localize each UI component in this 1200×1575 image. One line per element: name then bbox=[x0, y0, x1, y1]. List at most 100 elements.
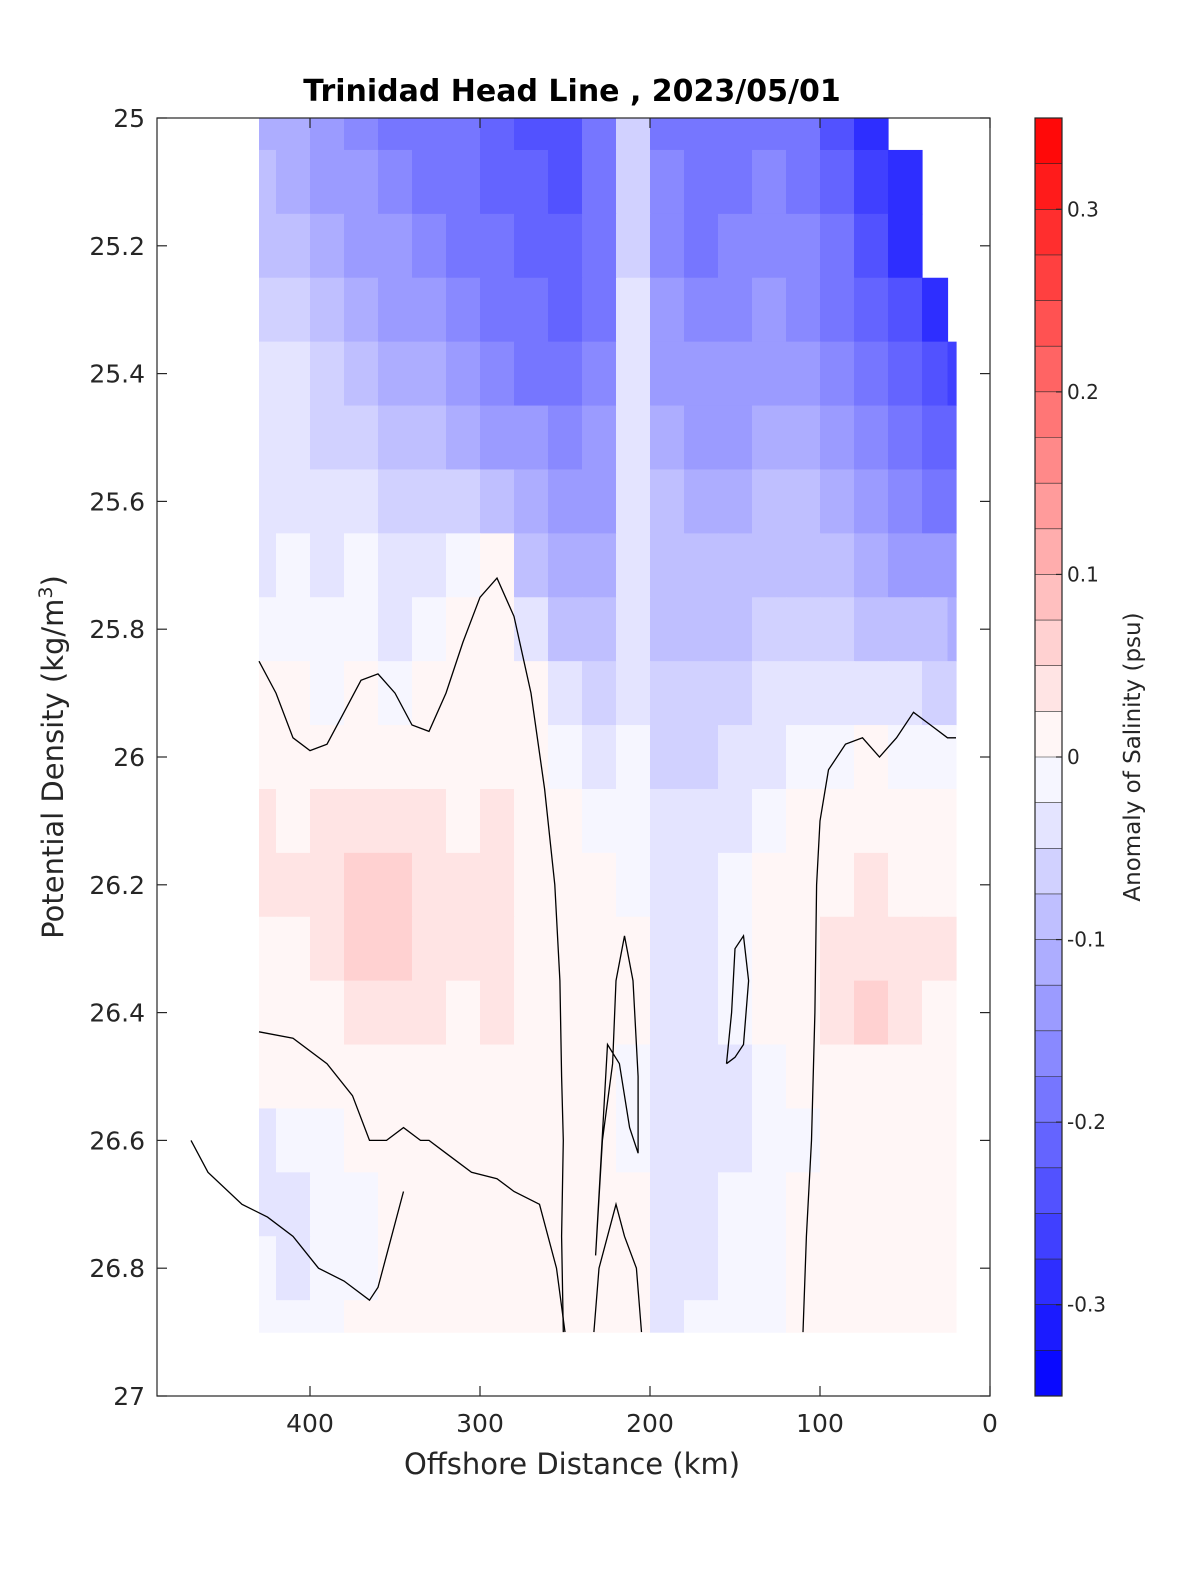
colorbar-band bbox=[1035, 1076, 1062, 1123]
heatmap-cell bbox=[616, 1236, 651, 1301]
heatmap-cell bbox=[412, 1172, 447, 1237]
heatmap-cell bbox=[259, 1172, 277, 1237]
colorbar-band bbox=[1035, 1350, 1062, 1396]
heatmap-cell bbox=[752, 661, 787, 726]
heatmap-cell bbox=[446, 149, 481, 215]
heatmap-cell bbox=[854, 1236, 889, 1301]
heatmap-cell bbox=[650, 277, 685, 343]
heatmap-cell bbox=[259, 1236, 277, 1301]
heatmap-cell bbox=[752, 341, 787, 407]
heatmap-cell bbox=[259, 661, 277, 726]
heatmap-cell bbox=[276, 533, 311, 598]
colorbar-band bbox=[1035, 300, 1062, 347]
heatmap-cell bbox=[888, 405, 923, 471]
heatmap-cell bbox=[446, 597, 481, 662]
heatmap-cell bbox=[684, 533, 719, 598]
heatmap-cell bbox=[310, 277, 345, 343]
heatmap-cell bbox=[718, 1172, 753, 1237]
heatmap-cell bbox=[752, 213, 787, 279]
heatmap-cell bbox=[259, 916, 277, 982]
heatmap-cell bbox=[344, 725, 379, 790]
heatmap-cell bbox=[888, 788, 923, 854]
heatmap-cell bbox=[378, 980, 413, 1046]
heatmap-cell bbox=[854, 980, 889, 1046]
heatmap-cell bbox=[276, 1044, 311, 1110]
heatmap-cell bbox=[548, 661, 583, 726]
colorbar-band bbox=[1035, 574, 1062, 621]
heatmap-cell bbox=[378, 597, 413, 662]
y-tick-label: 25.8 bbox=[89, 615, 145, 644]
heatmap-cell bbox=[854, 149, 889, 215]
x-axis: 400 300 200 100 0 bbox=[286, 118, 998, 1438]
heatmap-cell bbox=[786, 277, 821, 343]
heatmap-cell bbox=[650, 725, 685, 790]
heatmap-cell bbox=[786, 405, 821, 471]
heatmap-cell bbox=[718, 1300, 753, 1333]
heatmap-cell bbox=[582, 118, 617, 151]
heatmap-cell bbox=[446, 1172, 481, 1237]
heatmap-cell bbox=[820, 1300, 855, 1333]
heatmap-cell bbox=[786, 725, 821, 790]
heatmap-cell bbox=[514, 118, 549, 151]
heatmap-cell bbox=[947, 341, 957, 407]
heatmap-cell bbox=[344, 1172, 379, 1237]
heatmap-cell bbox=[310, 916, 345, 982]
heatmap-cell bbox=[480, 1172, 515, 1237]
heatmap-cell bbox=[820, 661, 855, 726]
heatmap-cell bbox=[276, 341, 311, 407]
heatmap-cell bbox=[718, 980, 753, 1046]
heatmap-cell bbox=[446, 118, 481, 151]
heatmap-cell bbox=[514, 213, 549, 279]
y-axis-label-close: ) bbox=[36, 575, 70, 586]
heatmap-cell bbox=[446, 213, 481, 279]
y-tick-label: 26 bbox=[113, 743, 145, 772]
heatmap-cell bbox=[854, 788, 889, 854]
heatmap-cell bbox=[820, 213, 855, 279]
x-tick-label: 0 bbox=[982, 1409, 998, 1438]
heatmap-cell bbox=[344, 916, 379, 982]
heatmap-cell bbox=[310, 469, 345, 534]
heatmap-cell bbox=[480, 533, 515, 598]
heatmap-cell bbox=[259, 852, 277, 918]
heatmap-cell bbox=[684, 597, 719, 662]
heatmap-cell bbox=[378, 405, 413, 471]
heatmap-cell bbox=[259, 533, 277, 598]
heatmap-cell bbox=[446, 661, 481, 726]
heatmap-cell bbox=[786, 1044, 821, 1110]
heatmap-cell bbox=[446, 725, 481, 790]
y-tick-label: 26.2 bbox=[89, 871, 145, 900]
y-tick-label: 25 bbox=[113, 104, 145, 133]
heatmap-cell bbox=[888, 469, 923, 534]
heatmap-cell bbox=[378, 1172, 413, 1237]
heatmap-cell bbox=[820, 149, 855, 215]
heatmap-cell bbox=[310, 661, 345, 726]
heatmap-cell bbox=[684, 1044, 719, 1110]
heatmap-cell bbox=[947, 1236, 957, 1301]
heatmap-cell bbox=[718, 852, 753, 918]
heatmap-cell bbox=[310, 213, 345, 279]
heatmap-cell bbox=[888, 1300, 923, 1333]
heatmap-cell bbox=[922, 725, 949, 790]
heatmap-cell bbox=[514, 1236, 549, 1301]
colorbar-label: Anomaly of Salinity (psu) bbox=[1120, 612, 1146, 901]
heatmap-cell bbox=[344, 852, 379, 918]
heatmap-cell bbox=[922, 341, 949, 407]
heatmap-cell bbox=[888, 1108, 923, 1173]
heatmap-cell bbox=[480, 1044, 515, 1110]
heatmap-cell bbox=[412, 597, 447, 662]
colorbar-band bbox=[1035, 985, 1062, 1031]
heatmap-cell bbox=[548, 341, 583, 407]
heatmap-cell bbox=[616, 405, 651, 471]
heatmap-cell bbox=[718, 341, 753, 407]
heatmap-cell bbox=[752, 1172, 787, 1237]
heatmap-cell bbox=[344, 149, 379, 215]
heatmap-cell bbox=[786, 661, 821, 726]
heatmap-cell bbox=[310, 1108, 345, 1173]
y-tick-label: 25.6 bbox=[89, 487, 145, 516]
heatmap-cell bbox=[480, 118, 515, 151]
heatmap-cell bbox=[786, 1108, 821, 1173]
heatmap-cell bbox=[888, 597, 923, 662]
heatmap-cell bbox=[650, 788, 685, 854]
heatmap-cell bbox=[947, 1044, 957, 1110]
colorbar-tick-label: -0.3 bbox=[1067, 1293, 1106, 1317]
